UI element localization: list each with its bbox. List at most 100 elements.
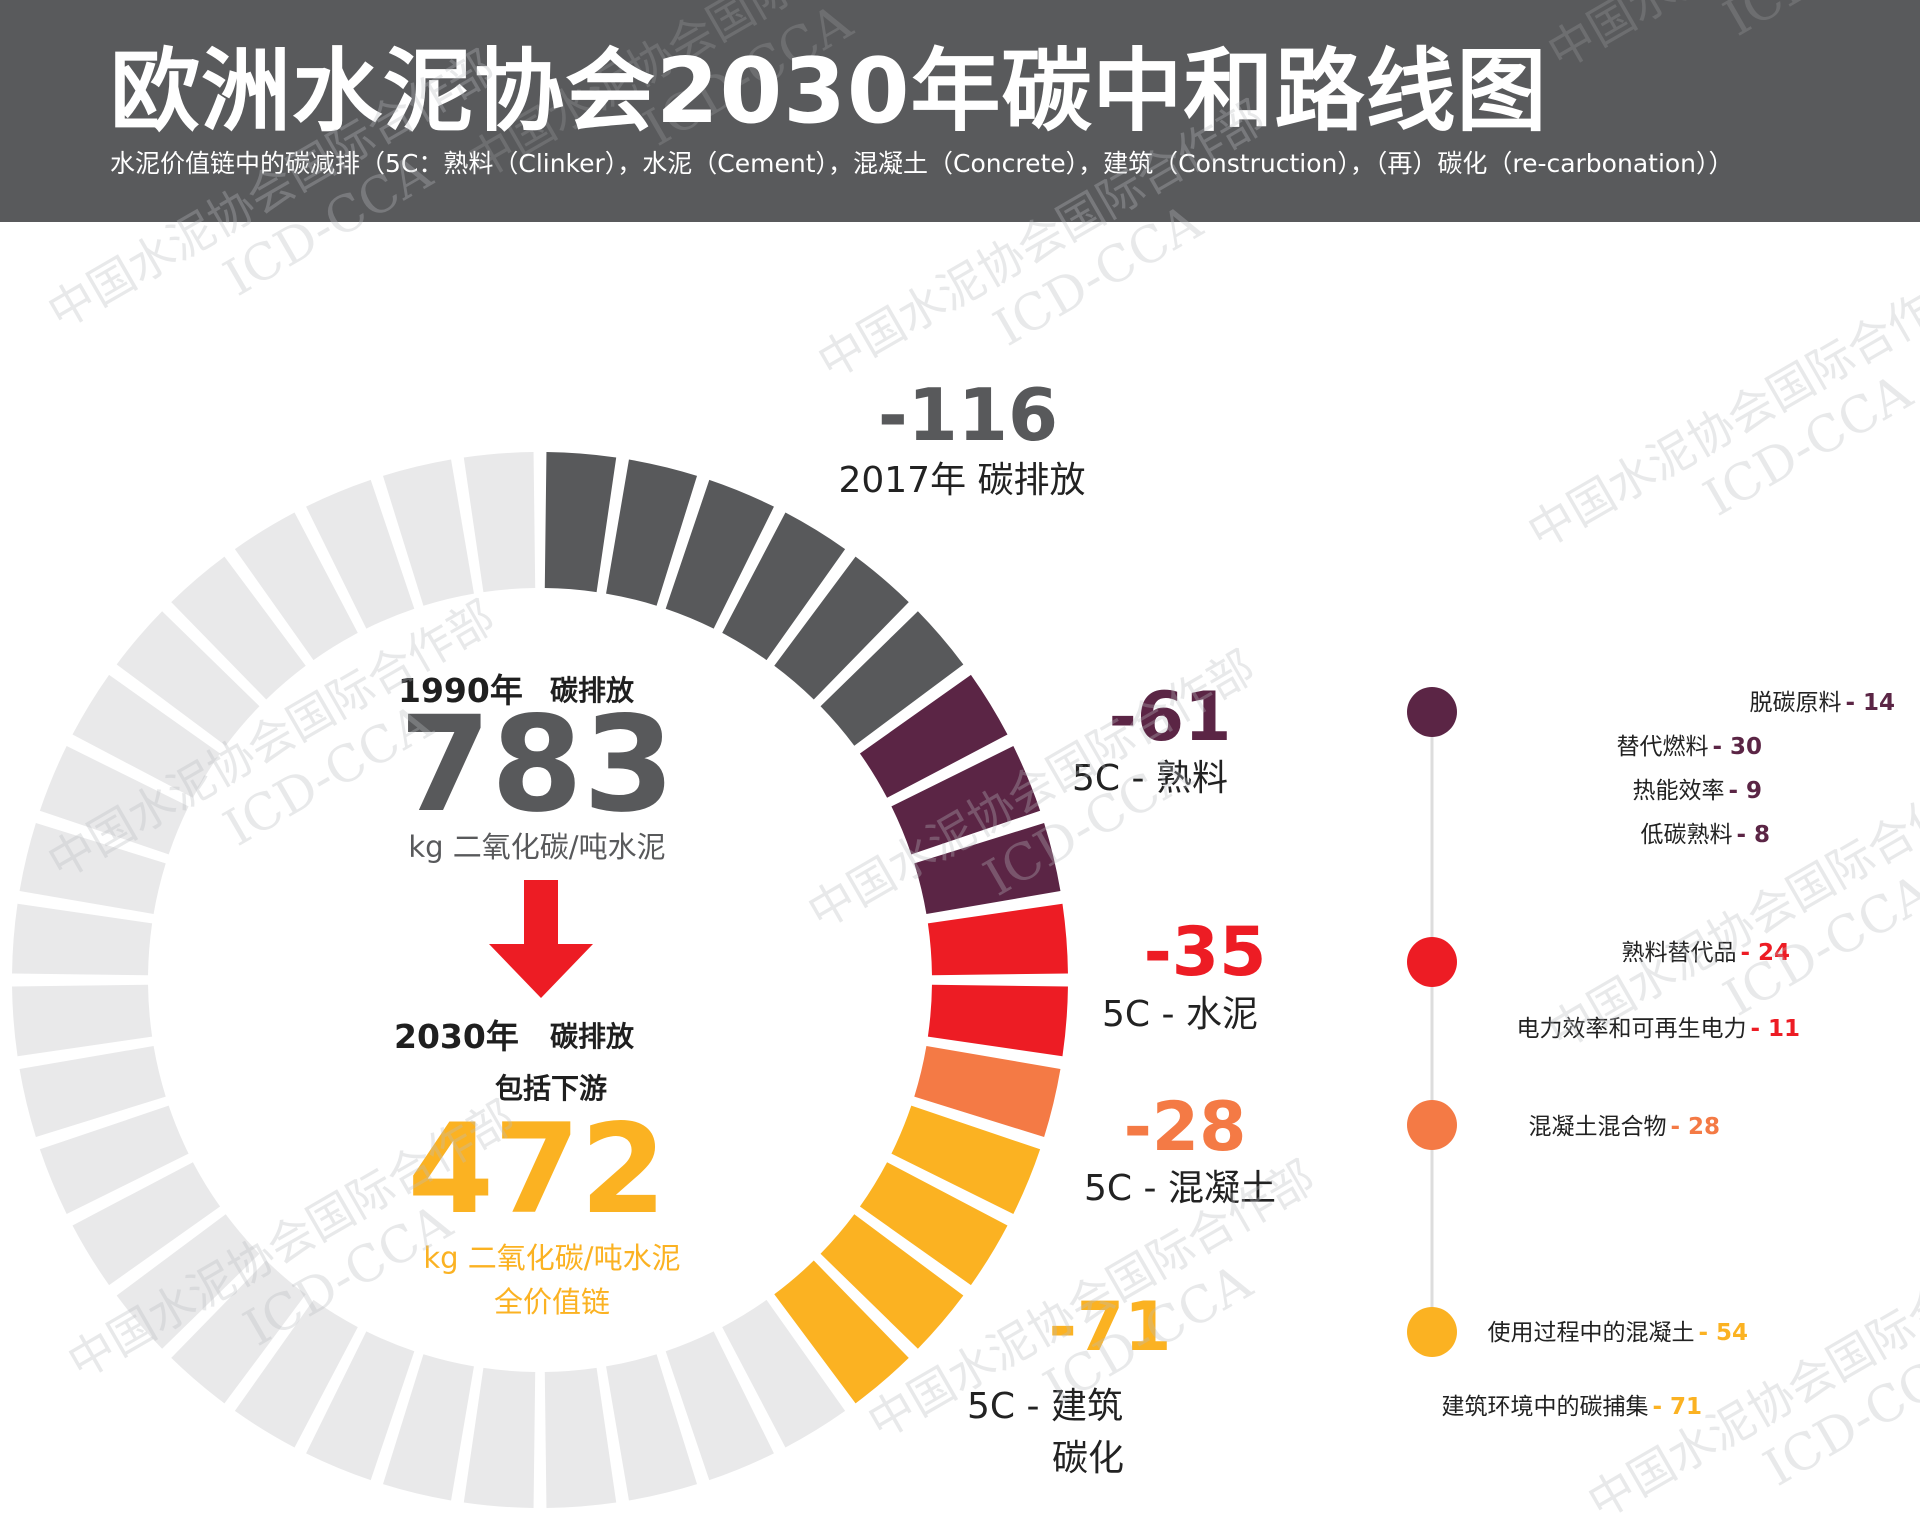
detail-item-cement: 电力效率和可再生电力 - 11 bbox=[1516, 1016, 1800, 1042]
reduction-value-emission2017: -116 bbox=[878, 373, 1058, 457]
detail-label: 电力效率和可再生电力 bbox=[1516, 1016, 1746, 1042]
ring-segment-remaining bbox=[234, 1299, 358, 1448]
detail-value: - 8 bbox=[1736, 822, 1770, 848]
ring-segment-remaining bbox=[12, 984, 153, 1057]
ring-segment-cement bbox=[927, 903, 1068, 976]
page-title: 欧洲水泥协会2030年碳中和路线图 bbox=[110, 39, 1548, 144]
timeline-dot-clinker bbox=[1407, 687, 1457, 737]
ring-segment-remaining bbox=[19, 822, 166, 914]
baseline-label: 碳排放 bbox=[550, 674, 635, 707]
detail-item-construction: 使用过程中的混凝土 - 54 bbox=[1487, 1320, 1748, 1346]
ring-segment-emission2017 bbox=[722, 512, 846, 661]
arrow-shaft bbox=[524, 880, 558, 946]
ring-segment-construction bbox=[774, 1260, 909, 1404]
ring-segment-remaining bbox=[306, 479, 415, 629]
ring-segment-clinker bbox=[859, 674, 1008, 798]
detail-label: 使用过程中的混凝土 bbox=[1487, 1320, 1694, 1346]
detail-value: - 28 bbox=[1670, 1114, 1720, 1140]
ring-segment-remaining bbox=[116, 1214, 260, 1349]
ring-segment-remaining bbox=[72, 1162, 221, 1286]
down-arrow-icon bbox=[489, 880, 593, 998]
baseline-value: 783 bbox=[399, 688, 675, 842]
target-sublabel: 包括下游 bbox=[495, 1072, 607, 1105]
ring-segment-concrete bbox=[914, 1046, 1061, 1138]
detail-value: - 14 bbox=[1845, 690, 1895, 716]
target-scope: 全价值链 bbox=[494, 1285, 610, 1319]
detail-item-cement: 熟料替代品 - 24 bbox=[1621, 940, 1790, 966]
ring-segment-remaining bbox=[19, 1046, 166, 1138]
ring-segment-cement bbox=[927, 984, 1068, 1057]
ring-segment-clinker bbox=[914, 822, 1061, 914]
reduction-name-construction: 5C - 建筑 bbox=[967, 1386, 1123, 1427]
detail-item-clinker: 热能效率 - 9 bbox=[1632, 778, 1762, 804]
detail-value: - 30 bbox=[1712, 734, 1762, 760]
baseline-unit: kg 二氧化碳/吨水泥 bbox=[408, 830, 665, 864]
ring-segment-remaining bbox=[382, 459, 474, 606]
detail-value: - 71 bbox=[1652, 1394, 1702, 1420]
ring-segment-construction bbox=[820, 1214, 964, 1349]
ring-segment-remaining bbox=[306, 1331, 415, 1481]
ring-segment-remaining bbox=[382, 1354, 474, 1501]
reduction-value-construction: -71 bbox=[1049, 1288, 1172, 1367]
detail-label: 混凝土混合物 bbox=[1528, 1114, 1666, 1140]
ring-segment-remaining bbox=[39, 1105, 189, 1214]
page-subtitle: 水泥价值链中的碳减排（5C：熟料（Clinker），水泥（Cement），混凝土… bbox=[110, 149, 1734, 178]
detail-value: - 9 bbox=[1728, 778, 1762, 804]
ring-segment-emission2017 bbox=[774, 556, 909, 700]
center-target: 2030年 碳排放 包括下游 472 kg 二氧化碳/吨水泥 全价值链 bbox=[394, 1017, 681, 1319]
detail-value: - 11 bbox=[1750, 1016, 1800, 1042]
ring-segment-emission2017 bbox=[820, 611, 964, 746]
ring-segment-remaining bbox=[171, 556, 306, 700]
ring-segment-remaining bbox=[72, 674, 221, 798]
detail-label: 热能效率 bbox=[1632, 778, 1724, 804]
ring-segment-remaining bbox=[171, 1260, 306, 1404]
ring-segment-emission2017 bbox=[544, 452, 617, 593]
detail-item-clinker: 脱碳原料 - 14 bbox=[1749, 690, 1895, 716]
reduction-name-emission2017: 2017年 碳排放 bbox=[838, 460, 1085, 501]
baseline-year: 1990年 bbox=[398, 671, 523, 710]
detail-label: 替代燃料 bbox=[1616, 734, 1708, 760]
detail-label: 熟料替代品 bbox=[1621, 940, 1736, 966]
target-unit: kg 二氧化碳/吨水泥 bbox=[423, 1241, 680, 1275]
target-year: 2030年 bbox=[394, 1017, 519, 1056]
ring-segment-remaining bbox=[463, 452, 536, 593]
ring-segment-remaining bbox=[722, 1299, 846, 1448]
detail-label: 脱碳原料 bbox=[1749, 690, 1841, 716]
timeline-dot-construction bbox=[1407, 1307, 1457, 1357]
center-baseline: 1990年 碳排放 783 kg 二氧化碳/吨水泥 bbox=[398, 671, 675, 864]
ring-segment-construction bbox=[859, 1162, 1008, 1286]
detail-item-clinker: 低碳熟料 - 8 bbox=[1640, 822, 1770, 848]
reduction-name-clinker: 5C - 熟料 bbox=[1072, 758, 1228, 799]
detail-value: - 24 bbox=[1740, 940, 1790, 966]
detail-item-construction: 建筑环境中的碳捕集 - 71 bbox=[1441, 1394, 1702, 1420]
ring-segment-remaining bbox=[39, 746, 189, 855]
donut-ring bbox=[12, 452, 1068, 1508]
reduction-name-concrete: 5C - 混凝土 bbox=[1084, 1168, 1276, 1209]
reduction-name-cement: 5C - 水泥 bbox=[1102, 994, 1258, 1035]
ring-segment-remaining bbox=[544, 1367, 617, 1508]
reduction-value-cement: -35 bbox=[1144, 913, 1267, 992]
ring-segment-emission2017 bbox=[665, 479, 774, 629]
ring-segment-remaining bbox=[234, 512, 358, 661]
timeline-dot-cement bbox=[1407, 937, 1457, 987]
ring-segment-remaining bbox=[463, 1367, 536, 1508]
detail-breakdown: 脱碳原料 - 14 替代燃料 - 30 热能效率 - 9 低碳熟料 - 8 熟料替代品 - 24 电… bbox=[1407, 687, 1895, 1420]
detail-item-clinker: 替代燃料 - 30 bbox=[1616, 734, 1762, 760]
target-value: 472 bbox=[408, 1098, 667, 1242]
ring-segment-remaining bbox=[665, 1331, 774, 1481]
ring-segment-remaining bbox=[116, 611, 260, 746]
detail-value: - 54 bbox=[1698, 1320, 1748, 1346]
reduction-name2-construction: 碳化 bbox=[1052, 1438, 1124, 1479]
ring-segment-remaining bbox=[606, 1354, 698, 1501]
header-banner: 欧洲水泥协会2030年碳中和路线图 水泥价值链中的碳减排（5C：熟料（Clink… bbox=[0, 0, 1920, 222]
ring-segment-emission2017 bbox=[606, 459, 698, 606]
arrow-head bbox=[489, 944, 593, 998]
reduction-value-concrete: -28 bbox=[1124, 1088, 1247, 1167]
reduction-value-clinker: -61 bbox=[1109, 678, 1232, 757]
detail-label: 建筑环境中的碳捕集 bbox=[1441, 1394, 1648, 1420]
ring-segment-construction bbox=[891, 1105, 1041, 1214]
ring-segment-remaining bbox=[12, 903, 153, 976]
detail-item-concrete: 混凝土混合物 - 28 bbox=[1528, 1114, 1720, 1140]
